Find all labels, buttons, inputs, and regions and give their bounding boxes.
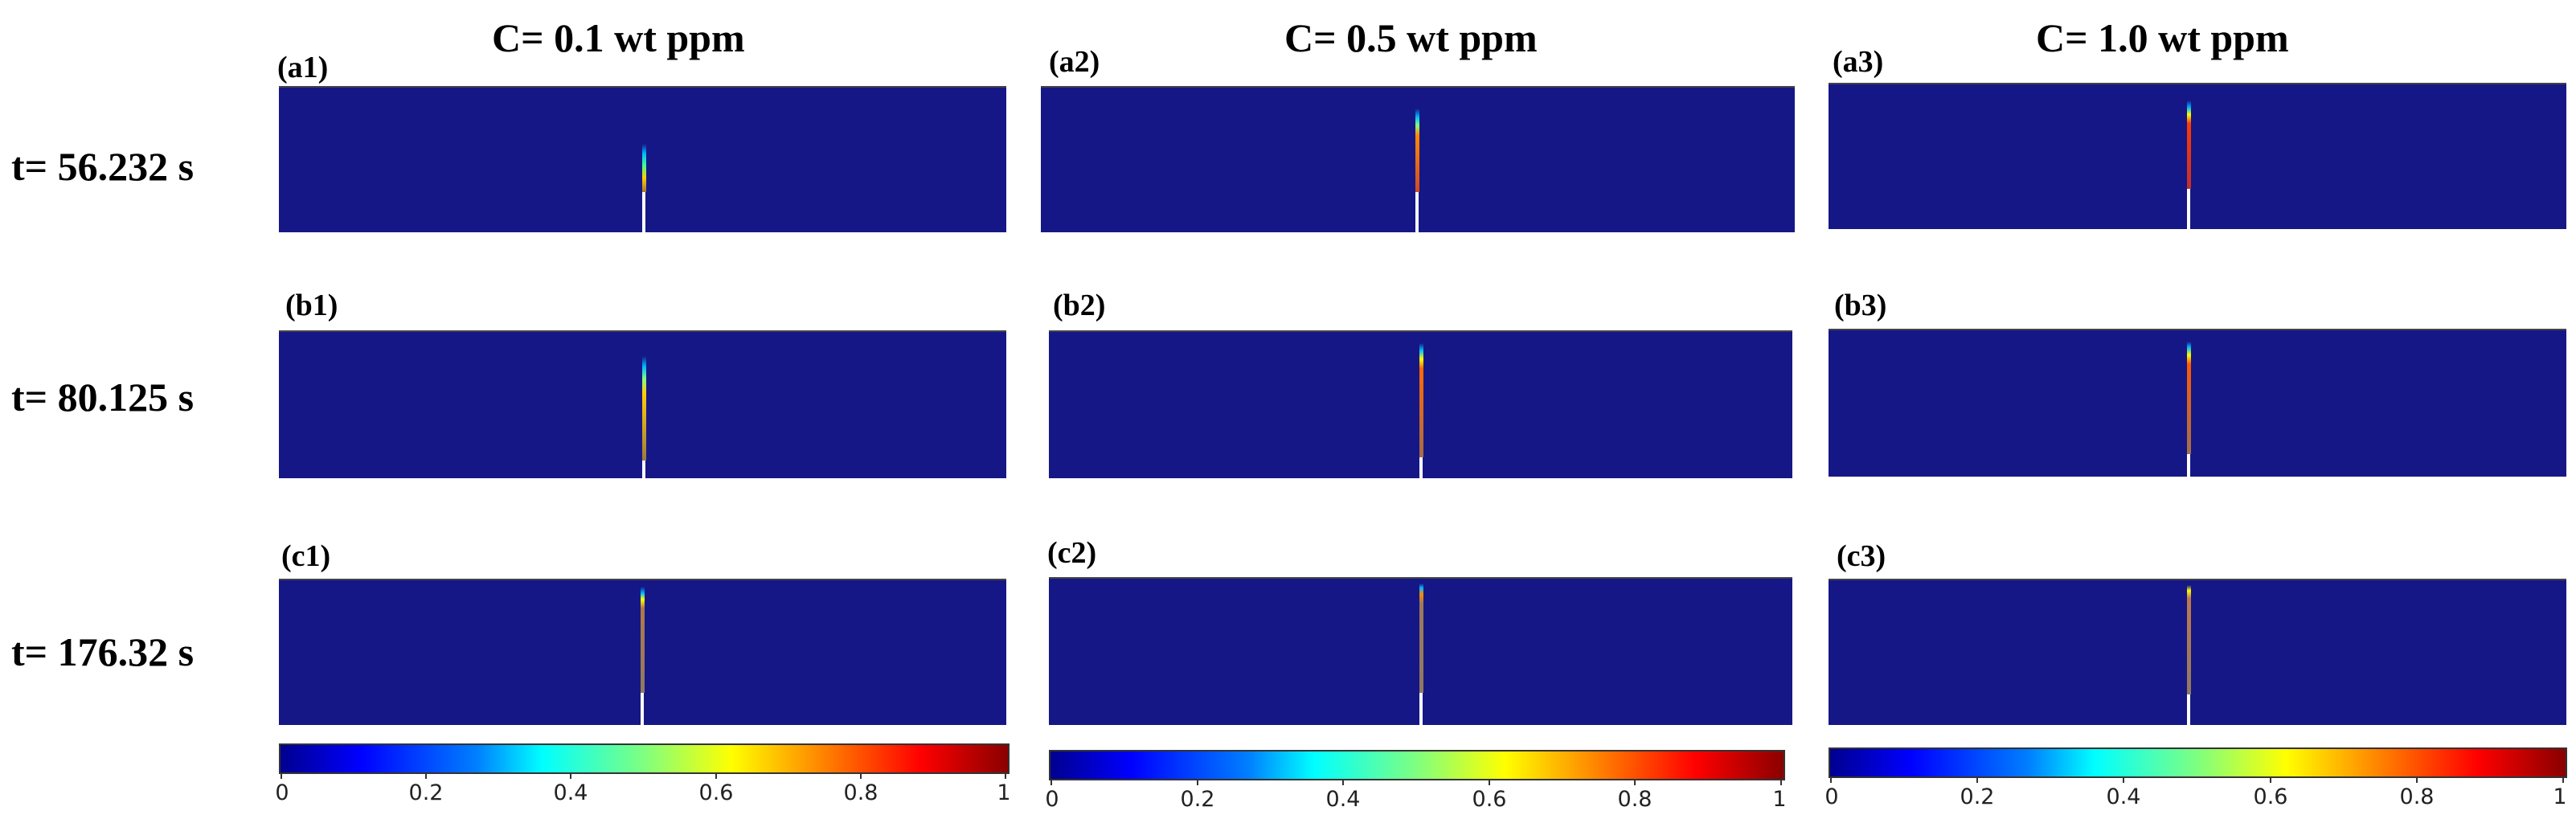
contour-panel-a1 bbox=[279, 86, 1006, 232]
contour-panel-b1 bbox=[279, 330, 1006, 478]
panel-label-c1: (c1) bbox=[281, 539, 331, 573]
contour-panel-c3 bbox=[1829, 579, 2566, 725]
colorbar-2-tick-02: 0.2 bbox=[1180, 787, 1215, 812]
colorbar-3-tick-06: 0.6 bbox=[2253, 784, 2288, 809]
contour-panel-b2 bbox=[1049, 330, 1792, 478]
row-label-t3: t= 176.32 s bbox=[11, 629, 195, 674]
panel-label-a3: (a3) bbox=[1833, 45, 1884, 79]
contour-panel-a3 bbox=[1829, 83, 2566, 229]
colorbar-2-tick-08: 0.8 bbox=[1617, 787, 1652, 812]
colorbar-3-tick-08: 0.8 bbox=[2399, 784, 2435, 809]
panel-label-b3: (b3) bbox=[1834, 289, 1887, 322]
hydrogen-crack-b3 bbox=[2187, 342, 2191, 477]
hydrogen-crack-c3 bbox=[2187, 585, 2191, 725]
hydrogen-crack-b2 bbox=[1419, 343, 1423, 478]
contour-panel-b3 bbox=[1829, 329, 2566, 477]
hydrogen-crack-a1 bbox=[642, 144, 646, 232]
colorbar-3-tick-02: 0.2 bbox=[1960, 784, 1995, 809]
colorbar-1-tick-08: 0.8 bbox=[843, 780, 878, 805]
colorbar-1-tick-02: 0.2 bbox=[408, 780, 444, 805]
column-title-c10: C= 1.0 wt ppm bbox=[2036, 15, 2289, 60]
colorbar-1-tick-0: 0 bbox=[275, 780, 289, 805]
colorbar-3-tick-0: 0 bbox=[1824, 784, 1839, 809]
hydrogen-crack-a2 bbox=[1415, 109, 1419, 232]
colorbar-3-tick-04: 0.4 bbox=[2106, 784, 2141, 809]
contour-panel-c2 bbox=[1049, 577, 1792, 725]
contour-panel-a2 bbox=[1041, 86, 1795, 232]
hydrogen-crack-c2 bbox=[1419, 584, 1423, 725]
hydrogen-crack-c1 bbox=[641, 587, 645, 725]
hydrogen-crack-b1 bbox=[642, 356, 646, 478]
column-title-c01: C= 0.1 wt ppm bbox=[492, 15, 745, 60]
contour-panel-c1 bbox=[279, 579, 1006, 725]
row-label-t2: t= 80.125 s bbox=[11, 375, 195, 420]
colorbar-3-tick-1: 1 bbox=[2553, 784, 2567, 809]
panel-label-c2: (c2) bbox=[1047, 536, 1097, 570]
colorbar-3: 0 0.2 0.4 0.6 0.8 1 bbox=[1824, 747, 2567, 809]
panel-label-a1: (a1) bbox=[277, 51, 329, 84]
hydrogen-crack-a3 bbox=[2187, 100, 2191, 229]
colorbar-1-tick-1: 1 bbox=[997, 780, 1011, 805]
panel-label-b1: (b1) bbox=[285, 289, 338, 322]
colorbar-2-tick-04: 0.4 bbox=[1325, 787, 1361, 812]
panel-label-c3: (c3) bbox=[1837, 539, 1886, 573]
panel-label-a2: (a2) bbox=[1049, 45, 1100, 79]
colorbar-2-tick-06: 0.6 bbox=[1472, 787, 1507, 812]
row-label-t1: t= 56.232 s bbox=[11, 144, 195, 189]
column-title-c05: C= 0.5 wt ppm bbox=[1284, 15, 1538, 60]
colorbar-2-tick-1: 1 bbox=[1772, 787, 1787, 812]
colorbar-1: 0 0.2 0.4 0.6 0.8 1 bbox=[275, 743, 1011, 805]
colorbar-2-tick-0: 0 bbox=[1045, 787, 1059, 812]
colorbar-1-tick-06: 0.6 bbox=[698, 780, 734, 805]
colorbar-2: 0 0.2 0.4 0.6 0.8 1 bbox=[1045, 750, 1787, 812]
colorbar-1-tick-04: 0.4 bbox=[553, 780, 588, 805]
panel-label-b2: (b2) bbox=[1053, 289, 1106, 322]
